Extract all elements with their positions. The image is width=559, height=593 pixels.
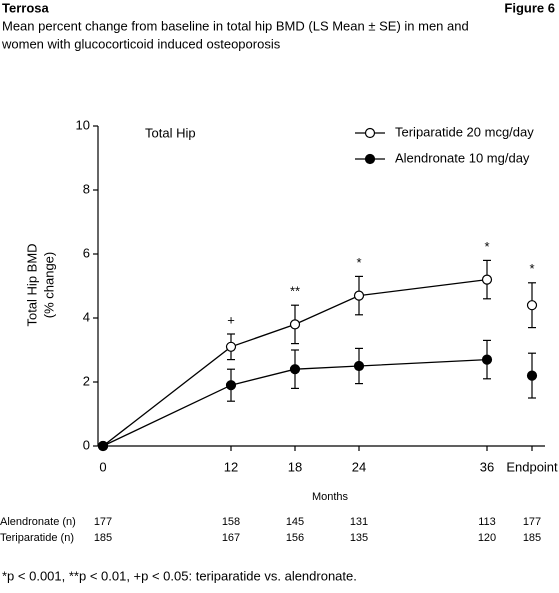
n-value: 177 [94, 516, 112, 528]
legend-label: Alendronate 10 mg/day [395, 150, 530, 165]
legend-marker [364, 127, 376, 139]
n-row-label: Teriparatide (n) [0, 532, 74, 544]
x-axis-label: Months [312, 491, 349, 503]
n-value: 156 [286, 532, 304, 544]
marker [97, 440, 109, 452]
n-value: 185 [523, 532, 541, 544]
y-tick-label: 0 [83, 437, 90, 452]
y-tick-label: 8 [83, 181, 90, 196]
legend-label: Teriparatide 20 mcg/day [395, 124, 534, 139]
y-axis-label: Total Hip BMD [24, 243, 39, 326]
footnote: *p < 0.001, **p < 0.01, +p < 0.05: terip… [2, 568, 357, 583]
n-value: 167 [222, 532, 240, 544]
significance-label: * [529, 261, 534, 276]
marker [526, 300, 538, 311]
x-tick-label: 12 [224, 459, 238, 474]
y-tick-label: 10 [76, 117, 90, 132]
n-value: 145 [286, 516, 304, 528]
x-tick-label: Endpoint [506, 459, 558, 474]
marker [481, 274, 493, 285]
marker [225, 341, 237, 352]
marker [526, 370, 538, 381]
marker [353, 360, 365, 372]
n-value: 131 [350, 516, 368, 528]
brand: Terrosa [2, 0, 49, 15]
x-tick-label: 0 [99, 459, 106, 474]
figure-number: Figure 6 [504, 0, 555, 15]
x-tick-label: 36 [480, 459, 494, 474]
marker [353, 290, 365, 301]
legend-marker [364, 153, 376, 165]
marker [481, 354, 493, 365]
n-value: 113 [478, 516, 496, 528]
marker [225, 380, 237, 391]
y-tick-label: 4 [83, 309, 90, 324]
n-value: 120 [478, 532, 496, 544]
significance-label: ** [290, 284, 300, 299]
significance-label: * [484, 239, 489, 254]
marker [289, 364, 301, 375]
significance-label: * [356, 255, 361, 270]
x-tick-label: 18 [288, 459, 302, 474]
n-row-label: Alendronate (n) [0, 516, 76, 528]
y-axis-label: (% change) [41, 252, 56, 318]
x-tick-label: 24 [352, 459, 366, 474]
marker [289, 319, 301, 330]
y-tick-label: 2 [83, 373, 90, 388]
n-value: 158 [222, 516, 240, 528]
n-value: 135 [350, 532, 368, 544]
panel-label: Total Hip [145, 125, 196, 140]
n-value: 177 [523, 516, 541, 528]
caption: Mean percent change from baseline in tot… [2, 18, 469, 33]
n-value: 185 [94, 532, 112, 544]
y-tick-label: 6 [83, 245, 90, 260]
caption: women with glucocorticoid induced osteop… [1, 36, 281, 51]
significance-label: + [227, 312, 235, 327]
